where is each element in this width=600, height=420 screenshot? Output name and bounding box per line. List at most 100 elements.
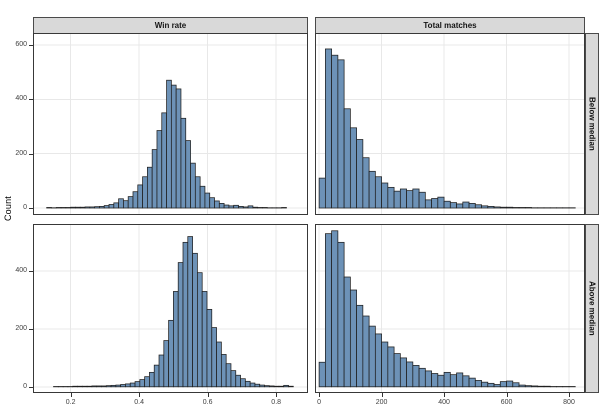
histogram-bar <box>105 385 112 388</box>
histogram-bar <box>318 177 326 209</box>
histogram-bar <box>244 380 251 388</box>
histogram-bar <box>418 367 426 388</box>
histogram-bl <box>34 225 307 392</box>
histogram-bar <box>349 289 357 388</box>
histogram-bar <box>153 364 160 388</box>
histogram-bar <box>233 204 239 209</box>
histogram-bar <box>113 202 119 209</box>
histogram-bar <box>481 381 489 388</box>
histogram-bar <box>161 112 167 209</box>
histogram-bar <box>412 188 420 209</box>
histogram-bar <box>209 197 215 209</box>
histogram-bar <box>506 206 514 209</box>
histogram-bar <box>283 384 289 388</box>
histogram-bar <box>393 353 401 388</box>
x-tick-mark <box>444 393 446 397</box>
histogram-bar <box>230 370 237 388</box>
histogram-bar <box>238 206 244 209</box>
histogram-bar <box>499 381 507 388</box>
histogram-bar <box>406 361 414 388</box>
panel-win-rate-above-median <box>33 224 308 393</box>
histogram-bar <box>262 207 268 209</box>
y-tick-label: 400 <box>15 95 27 103</box>
histogram-bar <box>278 385 285 388</box>
histogram-bar <box>75 206 81 209</box>
histogram-bar <box>356 304 364 388</box>
y-tick-label: 200 <box>15 325 27 332</box>
x-tick-mark <box>506 393 508 397</box>
histogram-bar <box>324 233 332 388</box>
histogram-bar <box>60 207 67 209</box>
histogram-bar <box>362 157 370 209</box>
histogram-bar <box>163 340 169 388</box>
histogram-bar <box>399 357 407 388</box>
histogram-bar <box>180 117 187 209</box>
histogram-bar <box>424 199 432 209</box>
histogram-bar <box>94 206 100 209</box>
x-tick-mark <box>70 393 72 397</box>
histogram-bar <box>443 200 451 209</box>
histogram-bar <box>134 381 141 388</box>
histogram-bar <box>412 365 420 388</box>
histogram-bar <box>524 207 532 209</box>
histogram-bar <box>518 207 526 209</box>
histogram-bar <box>158 354 165 388</box>
histogram-bar <box>349 127 357 209</box>
histogram-bar <box>493 206 501 209</box>
histogram-bar <box>257 207 263 209</box>
histogram-bar <box>70 206 76 209</box>
x-tick-label: 400 <box>438 399 450 406</box>
histogram-bar <box>362 315 370 388</box>
x-tick-label: 0.2 <box>65 399 76 406</box>
histogram-bar <box>543 385 551 388</box>
x-tick-label: 0.8 <box>271 399 282 406</box>
histogram-bar <box>192 252 198 388</box>
histogram-bar <box>487 206 495 209</box>
x-tick-mark <box>569 393 570 397</box>
x-tick-label: 0.4 <box>134 399 145 406</box>
histogram-bar <box>175 88 182 209</box>
histogram-tl <box>34 34 307 214</box>
histogram-bar <box>108 204 115 209</box>
histogram-bar <box>343 108 351 209</box>
x-tick-label: 800 <box>563 399 575 406</box>
x-tick-mark <box>381 393 383 397</box>
facet-strip-total-matches: Total matches <box>315 17 585 34</box>
histogram-bar <box>324 48 332 209</box>
y-tick-mark <box>29 44 33 46</box>
histogram-bar <box>431 373 439 388</box>
histogram-bar <box>201 291 208 388</box>
x-tick-mark <box>276 393 278 397</box>
y-tick-mark <box>29 99 33 101</box>
histogram-bar <box>506 380 514 388</box>
facet-strip-below-median: Below median <box>585 33 599 215</box>
histogram-bar <box>214 200 220 209</box>
histogram-bar <box>524 385 532 388</box>
histogram-bar <box>381 341 389 388</box>
histogram-bar <box>512 207 520 209</box>
histogram-bar <box>72 385 78 388</box>
histogram-bar <box>259 384 265 388</box>
x-tick-mark <box>207 393 209 397</box>
panel-total-matches-below-median <box>315 33 585 215</box>
y-tick-label: 0 <box>23 204 27 212</box>
histogram-bar <box>86 385 93 388</box>
facet-strip-label-above-median: Above median <box>587 281 597 336</box>
histogram-bar <box>115 384 122 388</box>
histogram-bar <box>456 372 464 388</box>
y-tick-mark <box>29 153 33 155</box>
histogram-tr <box>316 34 584 214</box>
histogram-bar <box>120 384 126 388</box>
histogram-bar <box>254 383 261 388</box>
histogram-bar <box>399 188 407 209</box>
histogram-bar <box>531 385 539 388</box>
x-tick-label: 200 <box>375 399 388 406</box>
histogram-bar <box>65 207 72 209</box>
histogram-bar <box>170 84 177 209</box>
histogram-bar <box>487 382 495 388</box>
y-tick-label: 600 <box>15 40 27 48</box>
histogram-bar <box>273 385 280 388</box>
histogram-bar <box>123 200 129 209</box>
histogram-bar <box>225 363 232 388</box>
